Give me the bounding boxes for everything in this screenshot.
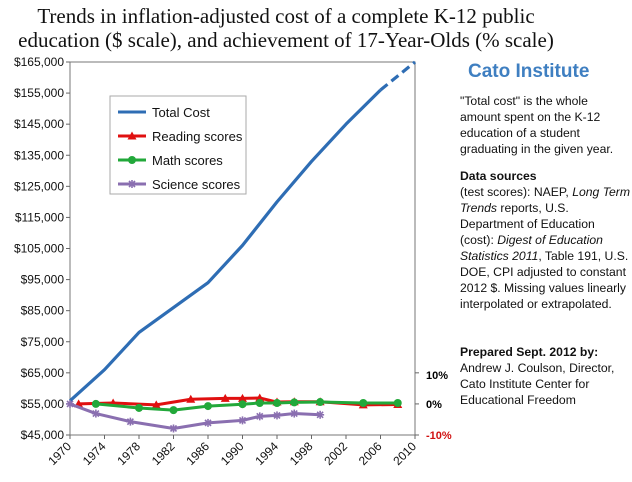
data-sources-italic1: Long Term Trends	[460, 185, 631, 215]
science-scores-point	[126, 417, 135, 426]
right-axis-label-plus10: 10%	[426, 370, 449, 382]
math-scores-point	[290, 398, 299, 407]
right-axis-label-minus10: -10%	[426, 430, 452, 442]
math-scores-point	[204, 402, 212, 411]
reading-scores-point	[186, 394, 196, 403]
y-tick-label: $45,000	[21, 428, 65, 442]
prepared-heading-text: Prepared Sept. 2012 by:	[460, 345, 599, 359]
legend-marker-science	[128, 180, 136, 188]
science-scores-point	[169, 424, 178, 433]
science-scores-point	[66, 399, 74, 408]
y-tick-label: $55,000	[21, 397, 65, 411]
x-tick-label: 1978	[114, 439, 143, 468]
math-scores-point	[91, 399, 100, 408]
science-scores-point	[290, 409, 299, 418]
legend-label-total: Total Cost	[152, 105, 210, 120]
y-tick-label: $95,000	[21, 273, 65, 287]
data-sources-part3: , Table 191, U.S. DOE, CPI adjusted to c…	[460, 249, 629, 311]
x-tick-label: 1982	[149, 439, 178, 468]
chart-title-line1: Trends in inflation-adjusted cost of a c…	[37, 4, 535, 28]
math-scores-point	[393, 398, 402, 407]
legend-label-science: Science scores	[152, 177, 241, 192]
x-tick-label: 1974	[80, 439, 109, 468]
legend-label-reading: Reading scores	[152, 129, 243, 144]
x-tick-label: 1998	[287, 439, 316, 468]
y-tick-label: $155,000	[14, 86, 64, 100]
chart-title: Trends in inflation-adjusted cost of a c…	[0, 4, 572, 52]
x-tick-label: 1994	[252, 439, 281, 468]
math-scores-point	[169, 406, 178, 415]
science-scores-point	[204, 418, 212, 427]
data-sources-heading-text: Data sources	[460, 169, 537, 183]
y-tick-label: $105,000	[14, 242, 64, 256]
data-sources-part1: (test scores): NAEP,	[460, 185, 573, 199]
y-tick-label: $145,000	[14, 117, 64, 131]
y-tick-label: $115,000	[15, 210, 64, 224]
data-sources-heading: Data sources	[460, 168, 630, 184]
math-scores-point	[135, 403, 143, 412]
y-tick-label: $135,000	[14, 148, 64, 162]
science-scores-point	[316, 410, 325, 419]
chart-title-line2: education ($ scale), and achievement of …	[18, 28, 554, 52]
reading-scores-point	[220, 393, 230, 402]
prepared-heading: Prepared Sept. 2012 by:	[460, 344, 630, 360]
science-scores-point	[273, 411, 281, 420]
reading-scores-point	[238, 393, 247, 402]
x-tick-label: 1970	[45, 439, 74, 468]
data-sources-part2: reports, U.S. Department of Education (c…	[460, 201, 595, 247]
science-scores-point	[255, 412, 264, 421]
total-cost-note: "Total cost" is the whole amount spent o…	[460, 94, 614, 156]
x-tick-label: 2010	[390, 439, 419, 468]
y-tick-label: $75,000	[21, 335, 65, 349]
right-axis-label-zero: 0%	[426, 399, 442, 411]
y-tick-label: $165,000	[14, 55, 64, 69]
legend-marker-math	[128, 156, 136, 164]
data-sources-text: (test scores): NAEP, Long Term Trends re…	[460, 184, 630, 312]
reading-scores-point	[151, 400, 161, 409]
legend-label-math: Math scores	[152, 153, 223, 168]
x-tick-label: 1986	[183, 439, 212, 468]
legend-marker-reading	[127, 131, 137, 140]
math-scores-point	[316, 398, 325, 407]
math-scores-point	[238, 400, 247, 409]
data-sources-italic2: Digest of Education Statistics 2011	[460, 233, 603, 263]
total-cost-line	[68, 88, 382, 402]
math-scores-point	[255, 398, 264, 407]
brand-name: Cato Institute	[468, 61, 590, 82]
science-scores-point	[238, 416, 247, 425]
y-tick-label: $65,000	[21, 366, 65, 380]
math-scores-point	[273, 398, 281, 407]
y-tick-label: $85,000	[21, 304, 65, 318]
total-cost-line-projected	[379, 60, 417, 92]
x-tick-label: 2002	[321, 439, 350, 468]
reading-scores-point	[255, 393, 265, 402]
x-tick-label: 2006	[356, 439, 385, 468]
prepared-by-text: Andrew J. Coulson, Director, Cato Instit…	[460, 361, 615, 407]
x-tick-label: 1990	[218, 439, 247, 468]
math-scores-point	[359, 398, 368, 407]
science-scores-point	[91, 409, 100, 418]
y-tick-label: $125,000	[14, 179, 64, 193]
science-scores-line	[69, 402, 321, 430]
